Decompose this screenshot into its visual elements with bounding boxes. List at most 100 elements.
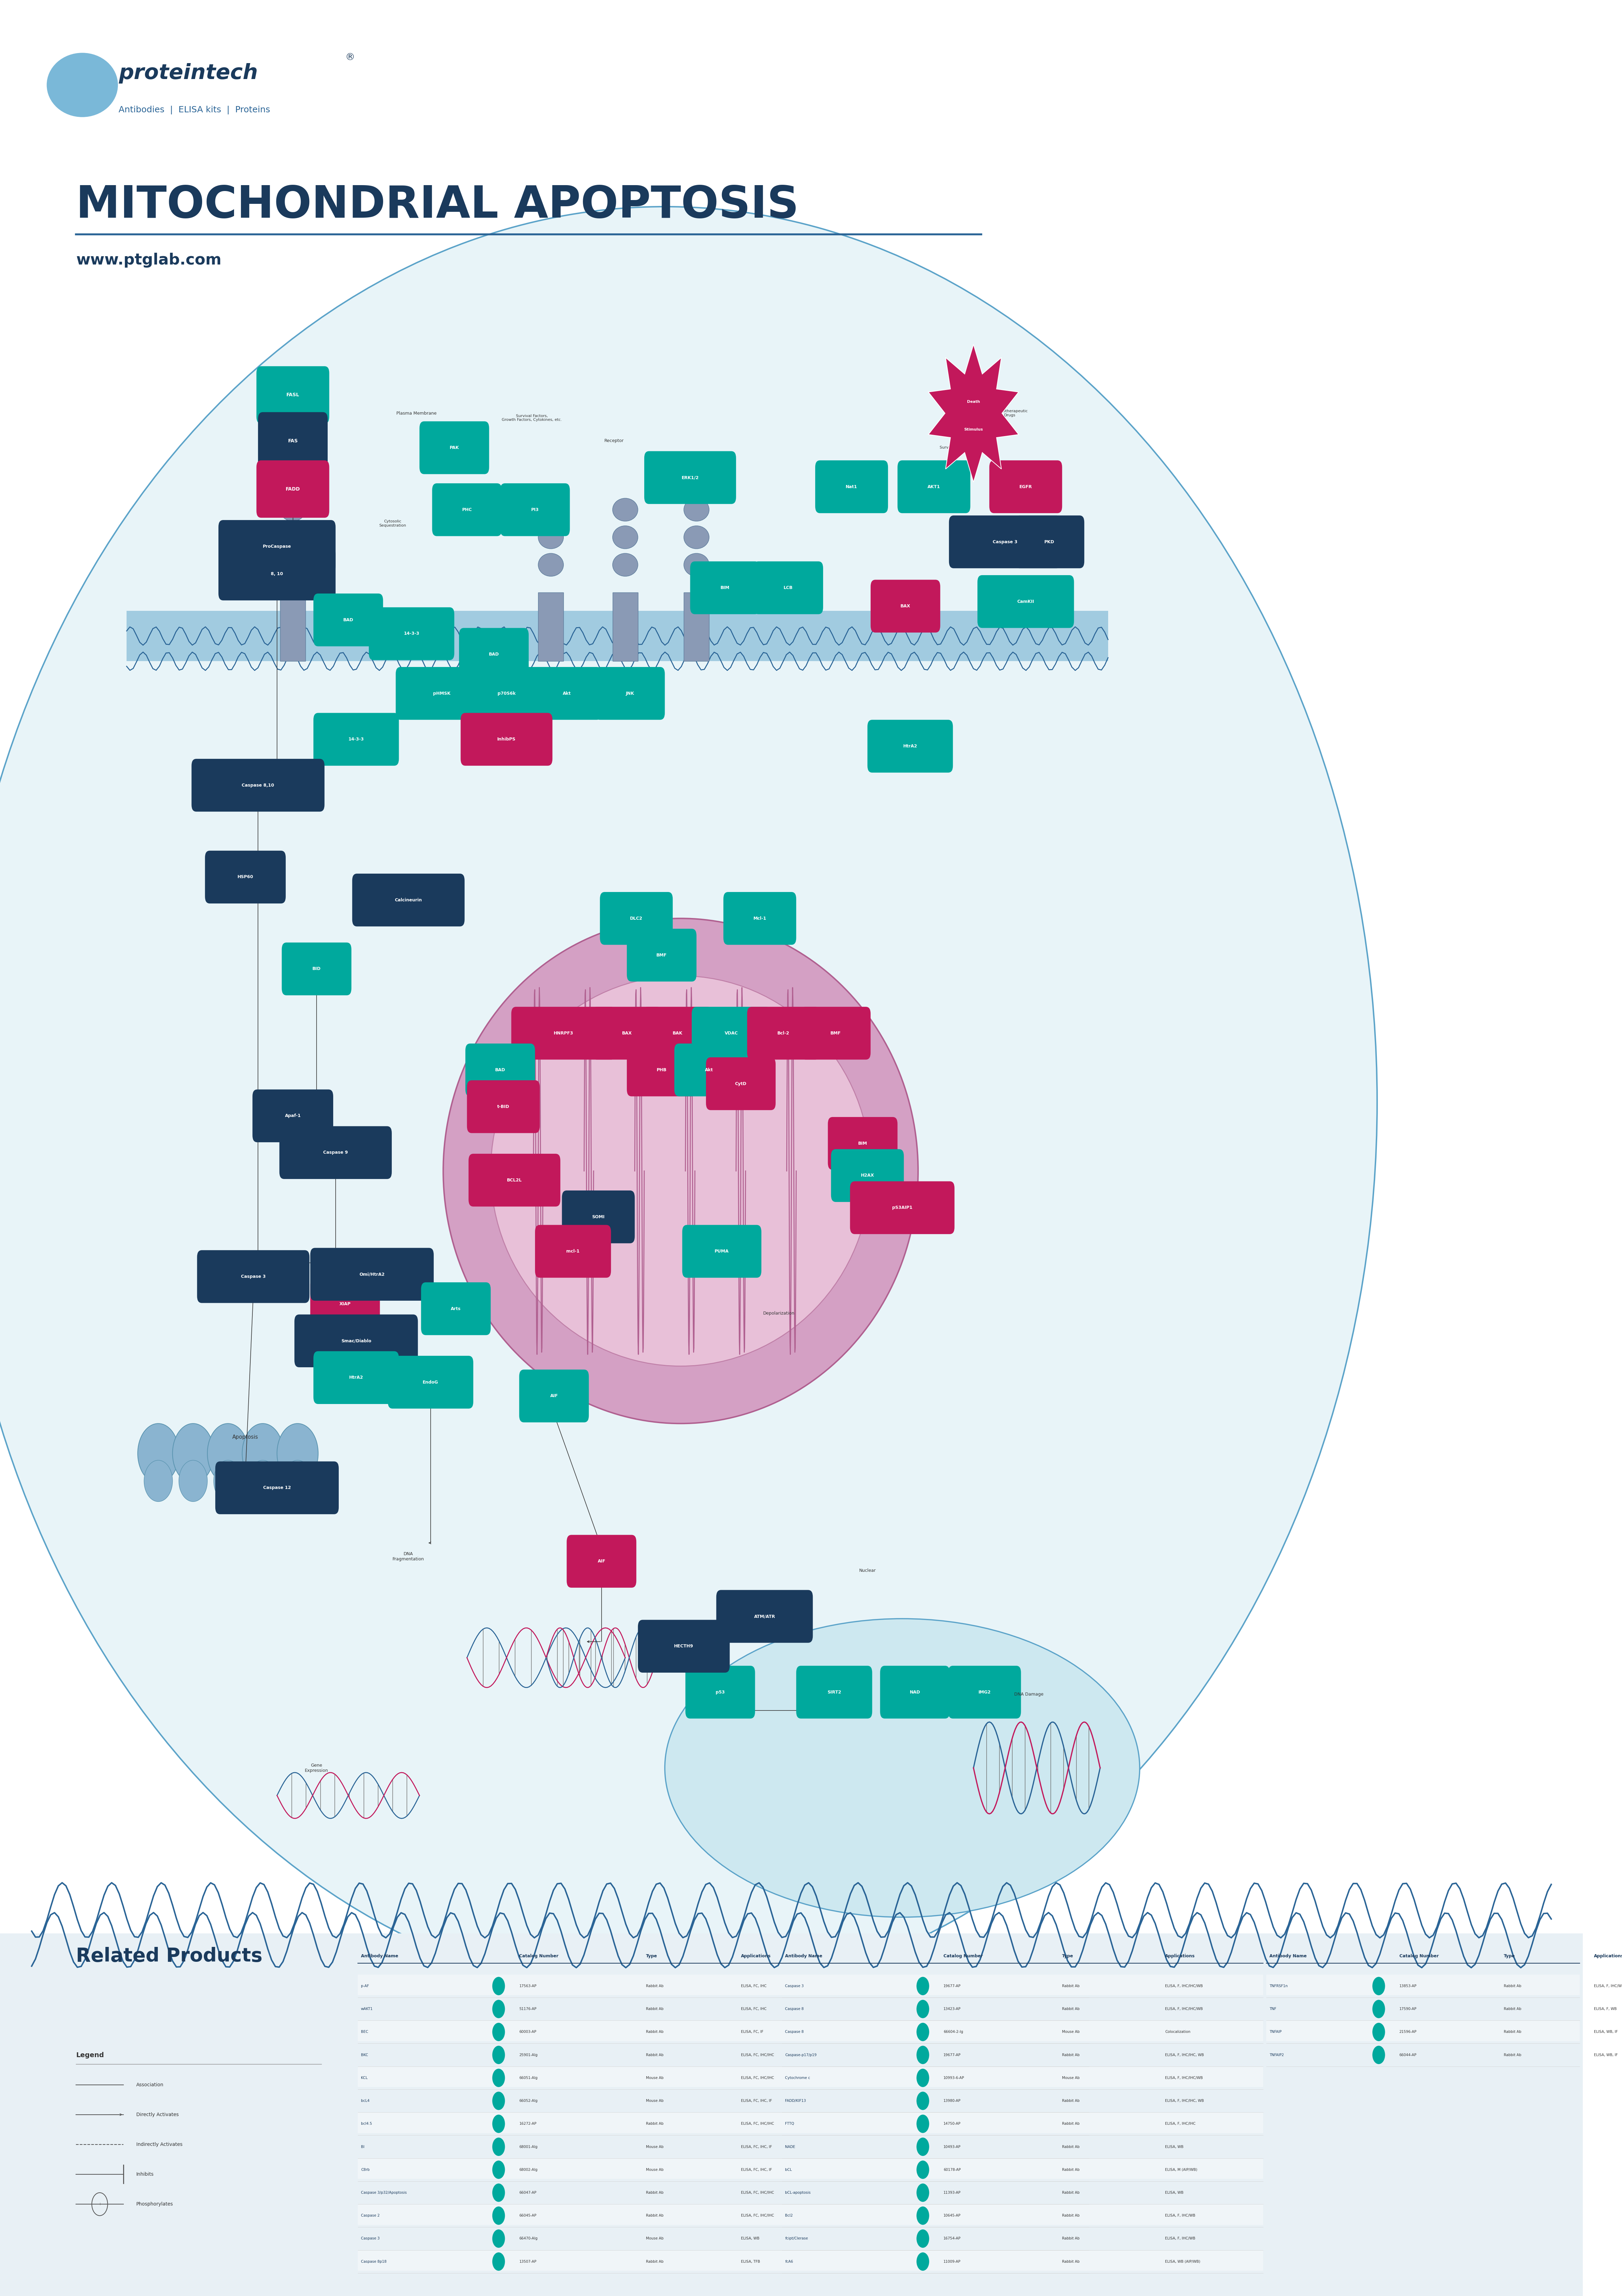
Text: EGFR: EGFR	[1019, 484, 1032, 489]
Text: Caspase 9: Caspase 9	[323, 1150, 349, 1155]
Text: Caspase 8p18: Caspase 8p18	[362, 2259, 386, 2264]
Text: Rabbit Ab: Rabbit Ab	[1062, 2144, 1080, 2149]
Text: 66604-2-Ig: 66604-2-Ig	[944, 2030, 963, 2034]
Bar	[358, 2250, 1088, 2271]
Text: 66051-Alg: 66051-Alg	[519, 2076, 537, 2080]
FancyBboxPatch shape	[368, 606, 454, 661]
Text: Rabbit Ab: Rabbit Ab	[646, 2053, 663, 2057]
Text: Mouse Ab: Mouse Ab	[646, 2236, 663, 2241]
Text: Antibody Name: Antibody Name	[362, 1954, 399, 1958]
Text: proteintech: proteintech	[118, 64, 258, 83]
Bar	[1267, 1975, 1580, 1995]
Text: TNFRSF1n: TNFRSF1n	[1270, 1984, 1288, 1988]
Text: 16272-AP: 16272-AP	[519, 2122, 537, 2126]
Text: ELISA, FC, IHC: ELISA, FC, IHC	[741, 2007, 767, 2011]
Text: Mcl-1: Mcl-1	[753, 916, 766, 921]
Ellipse shape	[0, 207, 1377, 1998]
FancyBboxPatch shape	[469, 1153, 560, 1208]
Text: EndoG: EndoG	[423, 1380, 438, 1384]
Text: 17590-AP: 17590-AP	[1400, 2007, 1416, 2011]
Text: Type: Type	[646, 1954, 657, 1958]
Circle shape	[1372, 2023, 1385, 2041]
Text: Caspase 8: Caspase 8	[785, 2007, 805, 2011]
Text: Plasma Membrane: Plasma Membrane	[396, 411, 436, 416]
FancyBboxPatch shape	[561, 1189, 634, 1244]
Text: Rabbit Ab: Rabbit Ab	[1504, 2053, 1521, 2057]
FancyBboxPatch shape	[204, 850, 285, 902]
FancyBboxPatch shape	[256, 459, 329, 517]
Text: Catalog Number: Catalog Number	[944, 1954, 983, 1958]
Text: DNA Damage: DNA Damage	[1014, 1692, 1043, 1697]
Text: SIRT2: SIRT2	[827, 1690, 842, 1694]
Text: Survival Factors,
Growth Factors, Cytokines, etc.: Survival Factors, Growth Factors, Cytoki…	[501, 413, 561, 422]
Text: LCB: LCB	[783, 585, 793, 590]
Circle shape	[916, 2069, 929, 2087]
Circle shape	[916, 2206, 929, 2225]
Circle shape	[493, 2046, 504, 2064]
Text: 13423-AP: 13423-AP	[944, 2007, 960, 2011]
Text: Caspase 8: Caspase 8	[785, 2030, 805, 2034]
FancyBboxPatch shape	[949, 514, 1061, 567]
Text: bCL-apoptosis: bCL-apoptosis	[785, 2190, 811, 2195]
FancyBboxPatch shape	[535, 1226, 611, 1277]
FancyBboxPatch shape	[461, 712, 553, 765]
FancyBboxPatch shape	[279, 1127, 393, 1180]
Text: bcl4.5: bcl4.5	[362, 2122, 371, 2126]
FancyBboxPatch shape	[686, 1665, 756, 1717]
FancyBboxPatch shape	[467, 1079, 540, 1132]
Text: Nat1: Nat1	[845, 484, 858, 489]
FancyBboxPatch shape	[827, 1118, 897, 1171]
FancyBboxPatch shape	[642, 1006, 712, 1058]
Text: +: +	[99, 2202, 101, 2206]
Text: PHC: PHC	[462, 507, 472, 512]
Text: ELISA, FC, IHC/IHC: ELISA, FC, IHC/IHC	[741, 2122, 774, 2126]
Text: ELISA, WB: ELISA, WB	[741, 2236, 759, 2241]
Ellipse shape	[281, 553, 305, 576]
FancyBboxPatch shape	[282, 941, 352, 996]
Text: ELISA, WB: ELISA, WB	[1165, 2144, 1184, 2149]
Text: 66047-AP: 66047-AP	[519, 2190, 537, 2195]
Text: BIM: BIM	[858, 1141, 868, 1146]
Ellipse shape	[684, 526, 709, 549]
Text: Caspase 12: Caspase 12	[263, 1486, 290, 1490]
Text: Bcl-2: Bcl-2	[777, 1031, 790, 1035]
Text: ELISA, FC, IHC/IHC: ELISA, FC, IHC/IHC	[741, 2213, 774, 2218]
Circle shape	[242, 1424, 284, 1483]
Text: ELISA, FC, IHC, IF: ELISA, FC, IHC, IF	[741, 2167, 772, 2172]
Text: Smac/Diablo: Smac/Diablo	[341, 1339, 371, 1343]
Text: ELISA, F, IHC/IHC/WB: ELISA, F, IHC/IHC/WB	[1165, 1984, 1204, 1988]
Text: pS3AIP1: pS3AIP1	[892, 1205, 913, 1210]
FancyBboxPatch shape	[748, 1006, 821, 1058]
Circle shape	[916, 2023, 929, 2041]
FancyBboxPatch shape	[626, 928, 696, 983]
Circle shape	[248, 1460, 277, 1502]
Text: 66052-Alg: 66052-Alg	[519, 2099, 537, 2103]
Text: Rabbit Ab: Rabbit Ab	[1062, 1984, 1080, 1988]
FancyBboxPatch shape	[511, 1006, 616, 1058]
Text: NAD: NAD	[910, 1690, 920, 1694]
Text: 14-3-3: 14-3-3	[404, 631, 420, 636]
Text: BID: BID	[313, 967, 321, 971]
Text: 19677-AP: 19677-AP	[944, 1984, 960, 1988]
FancyBboxPatch shape	[1015, 514, 1083, 567]
Text: Arts: Arts	[451, 1306, 461, 1311]
FancyBboxPatch shape	[420, 420, 490, 473]
Text: PHB: PHB	[657, 1068, 667, 1072]
Text: Stimulus: Stimulus	[963, 427, 983, 432]
Text: HtrA2: HtrA2	[349, 1375, 363, 1380]
Circle shape	[277, 1424, 318, 1483]
FancyBboxPatch shape	[422, 1281, 491, 1334]
FancyBboxPatch shape	[626, 1042, 696, 1095]
Text: FAS: FAS	[287, 439, 298, 443]
Text: Rabbit Ab: Rabbit Ab	[646, 2190, 663, 2195]
Circle shape	[1372, 1977, 1385, 1995]
Text: mcl-1: mcl-1	[566, 1249, 579, 1254]
Circle shape	[916, 2183, 929, 2202]
Text: Apoptosis: Apoptosis	[232, 1435, 258, 1440]
Bar	[782, 2158, 1264, 2179]
Text: Catalog Number: Catalog Number	[1400, 1954, 1439, 1958]
Text: Directly Activates: Directly Activates	[136, 2112, 178, 2117]
Text: Rabbit Ab: Rabbit Ab	[1062, 2122, 1080, 2126]
FancyBboxPatch shape	[881, 1665, 950, 1717]
Text: XIAP: XIAP	[339, 1302, 350, 1306]
